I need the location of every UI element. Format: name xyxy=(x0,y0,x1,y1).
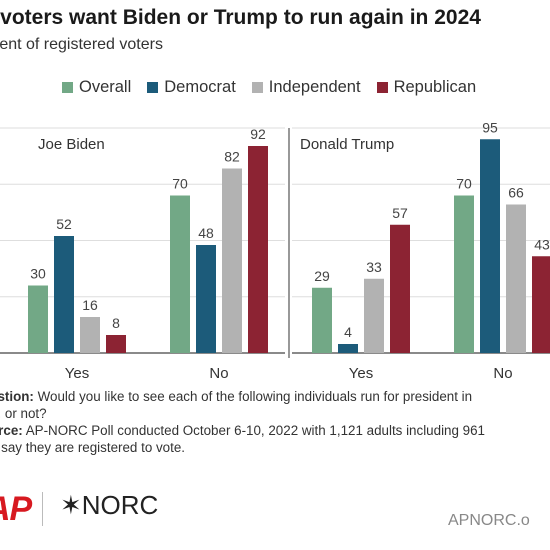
data-label: 48 xyxy=(198,225,214,241)
legend-swatch xyxy=(147,82,159,93)
bar xyxy=(454,195,474,353)
category-label: Yes xyxy=(349,365,373,380)
bar xyxy=(364,278,384,353)
legend-label: Republican xyxy=(393,78,477,96)
source-text: AP-NORC Poll conducted October 6-10, 202… xyxy=(25,423,486,438)
panel-label: Donald Trump xyxy=(300,136,394,153)
data-label: 29 xyxy=(314,268,330,284)
chart-notes: estion: Would you like to see each of th… xyxy=(0,388,550,456)
data-label: 70 xyxy=(172,176,188,192)
question-text-2: 4, or not? xyxy=(0,406,47,421)
panel-label: Joe Biden xyxy=(38,136,105,153)
data-label: 30 xyxy=(30,266,46,282)
legend-item-republican: Republican xyxy=(376,78,477,97)
bar xyxy=(312,287,332,353)
legend-label: Democrat xyxy=(164,78,236,96)
category-label: No xyxy=(493,365,512,380)
data-label: 70 xyxy=(456,176,472,192)
legend-label: Independent xyxy=(268,78,361,96)
bar xyxy=(106,335,126,353)
data-label: 92 xyxy=(250,126,266,142)
bar xyxy=(80,317,100,353)
legend-item-democrat: Democrat xyxy=(147,78,236,97)
legend: Overall Democrat Independent Republican xyxy=(62,78,476,97)
bar xyxy=(54,236,74,353)
data-label: 52 xyxy=(56,216,72,232)
source-label: urce: xyxy=(0,423,23,438)
data-label: 57 xyxy=(392,205,408,221)
category-label: No xyxy=(209,365,228,380)
site-url: APNORC.o xyxy=(448,512,530,529)
bar xyxy=(390,224,410,353)
bar xyxy=(28,285,48,353)
bar xyxy=(338,344,358,353)
data-label: 66 xyxy=(508,185,524,201)
bar xyxy=(196,245,216,353)
source-text-2: o say they are registered to vote. xyxy=(0,440,186,455)
data-label: 4 xyxy=(344,324,352,340)
question-text: Would you like to see each of the follow… xyxy=(37,389,473,404)
chart-area: Joe Biden 30 52 16 8 Yes 70 48 82 92 No Donald Trum… xyxy=(0,120,550,380)
bar xyxy=(222,168,242,353)
bar xyxy=(506,204,526,353)
data-label: 16 xyxy=(82,297,98,313)
data-label: 33 xyxy=(366,259,382,275)
logo-divider xyxy=(42,492,43,526)
legend-swatch xyxy=(376,82,388,93)
bar xyxy=(532,256,550,353)
norc-logo: ✶NORC xyxy=(60,490,159,520)
chart-subtitle: rcent of registered voters xyxy=(0,36,163,53)
legend-swatch xyxy=(251,82,263,93)
data-label: 95 xyxy=(482,120,498,135)
legend-swatch xyxy=(62,82,73,93)
data-label: 43 xyxy=(534,236,550,252)
bar xyxy=(170,195,190,353)
category-label: Yes xyxy=(65,365,89,380)
legend-item-overall: Overall xyxy=(62,78,131,97)
bar xyxy=(480,139,500,353)
data-label: 8 xyxy=(112,315,120,331)
data-label: 82 xyxy=(224,149,240,165)
ap-logo: AP xyxy=(0,490,32,528)
legend-item-independent: Independent xyxy=(251,78,361,97)
bar xyxy=(248,146,268,353)
question-label: estion: xyxy=(0,389,34,404)
chart-title: w voters want Biden or Trump to run agai… xyxy=(0,6,481,29)
legend-label: Overall xyxy=(79,78,132,96)
